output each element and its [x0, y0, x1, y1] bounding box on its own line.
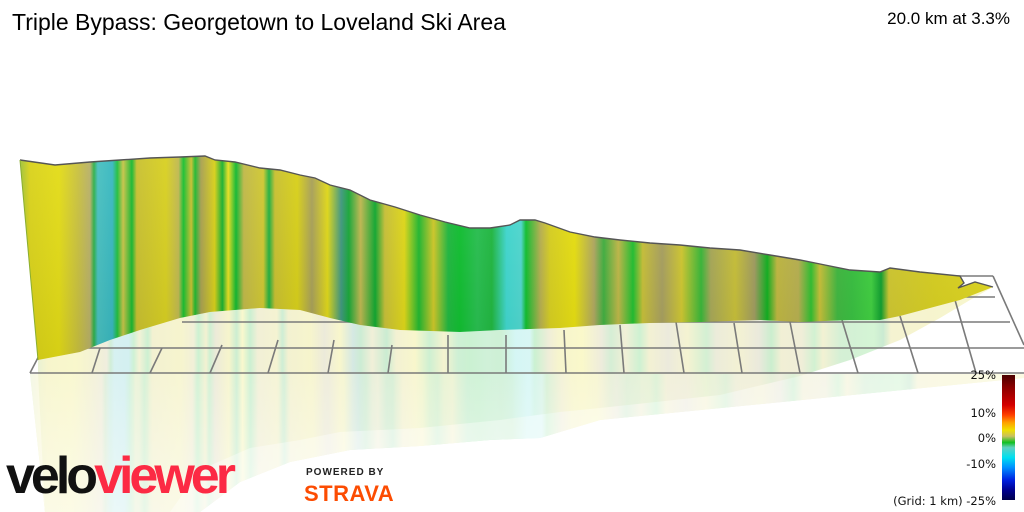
route-title: Triple Bypass: Georgetown to Loveland Sk…: [12, 9, 506, 35]
legend-label-min: (Grid: 1 km) -25%: [893, 494, 996, 508]
distance-grid: [29, 275, 1024, 374]
elevation-wall: [19, 155, 994, 361]
legend-label-10: 10%: [970, 406, 996, 420]
elevation-ridge-line: [19, 155, 994, 289]
legend-label-neg10: -10%: [966, 457, 996, 471]
veloviewer-logo[interactable]: veloviewer: [6, 447, 236, 505]
strava-logo[interactable]: STRAVA: [304, 481, 395, 506]
profile-reflection: [30, 374, 1024, 512]
legend-label-max: 25%: [970, 368, 996, 382]
gradient-color-bar: [1002, 375, 1015, 500]
logo-viewer-text: viewer: [94, 447, 236, 505]
route-stats: 20.0 km at 3.3%: [887, 9, 1010, 28]
powered-by-label: POWERED BY: [306, 467, 385, 478]
legend-label-0: 0%: [977, 431, 996, 445]
logo-velo-text: velo: [6, 447, 98, 505]
